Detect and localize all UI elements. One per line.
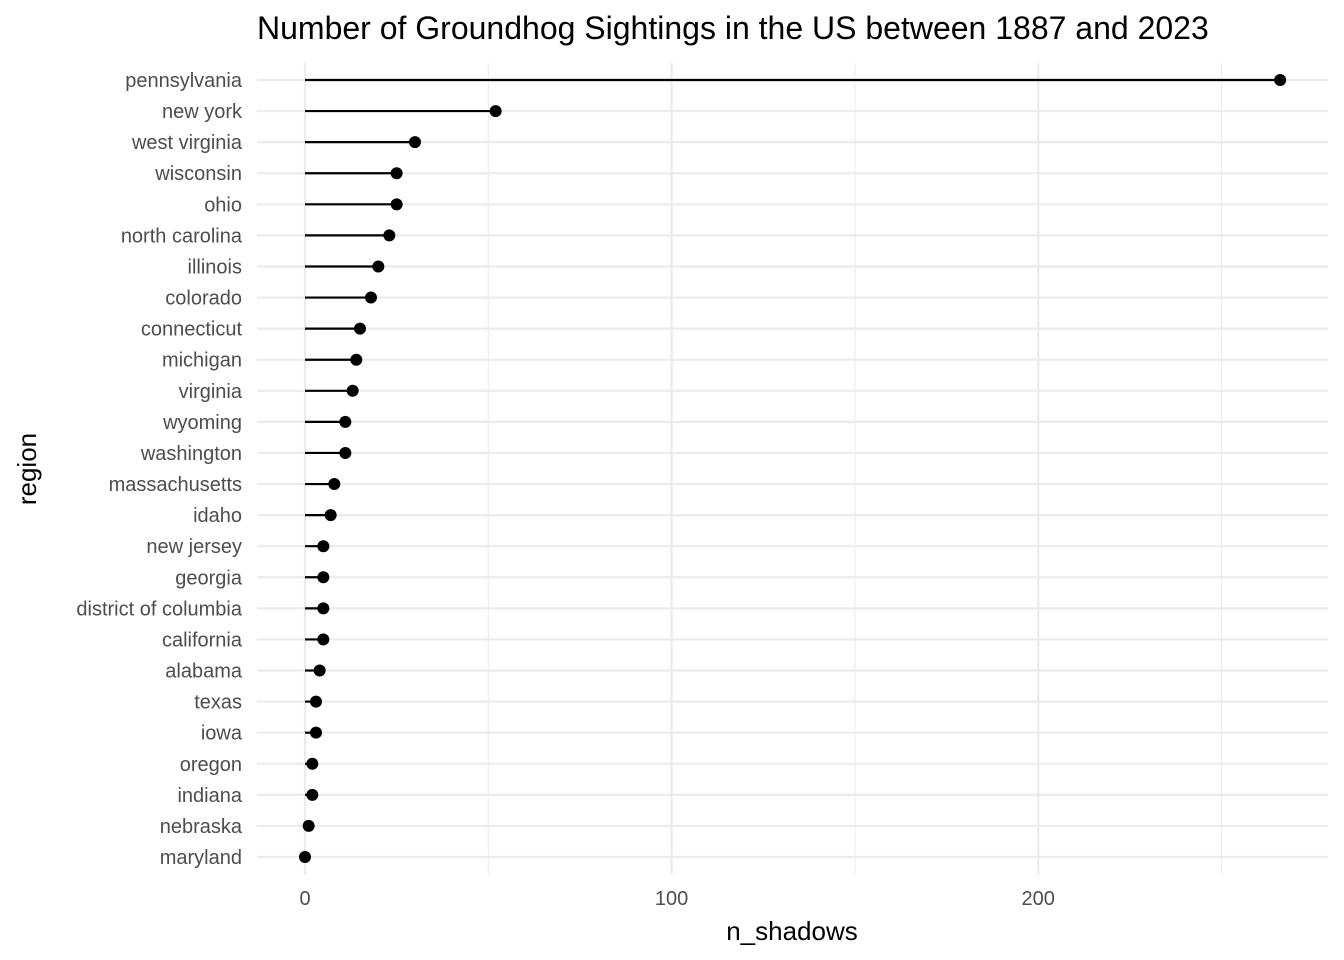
y-tick-label: pennsylvania — [125, 70, 243, 92]
lollipop-point — [317, 571, 330, 584]
lollipop-point — [306, 788, 319, 801]
y-tick-label: wyoming — [162, 412, 242, 434]
y-tick-label: colorado — [165, 288, 242, 310]
x-tick-label: 0 — [299, 888, 310, 910]
lollipop-point — [1274, 74, 1287, 86]
lollipop-point — [390, 198, 403, 211]
x-tick-label: 200 — [1022, 888, 1055, 910]
lollipop-point — [408, 136, 421, 149]
stem-layer — [305, 78, 1281, 828]
y-tick-label: georgia — [175, 567, 243, 589]
lollipop-point — [339, 415, 352, 428]
lollipop-point — [317, 602, 330, 615]
lollipop-point — [324, 509, 337, 522]
y-tick-label: oregon — [180, 754, 242, 776]
lollipop-point — [383, 229, 396, 242]
x-tick-labels: 0 100 200 — [299, 888, 1054, 910]
y-tick-label: california — [162, 629, 243, 651]
y-tick-label: maryland — [160, 847, 242, 869]
lollipop-point — [328, 478, 341, 491]
lollipop-point — [317, 633, 330, 646]
lollipop-point — [302, 819, 315, 832]
grid-layer — [257, 63, 1328, 875]
y-tick-label: alabama — [165, 661, 243, 683]
lollipop-point — [489, 105, 502, 118]
y-tick-label: new jersey — [146, 536, 242, 558]
lollipop-point — [306, 757, 319, 770]
lollipop-point — [350, 353, 363, 366]
y-axis-title: region — [12, 433, 42, 505]
y-tick-label: ohio — [204, 194, 242, 216]
y-tick-label: idaho — [193, 505, 242, 527]
y-tick-label: texas — [194, 692, 242, 714]
y-tick-label: district of columbia — [76, 598, 242, 620]
y-tick-label: west virginia — [131, 132, 243, 154]
y-tick-label: indiana — [177, 785, 242, 807]
dot-layer — [299, 74, 1287, 863]
lollipop-point — [299, 851, 311, 863]
y-tick-label: north carolina — [121, 225, 243, 247]
lollipop-point — [372, 260, 385, 273]
lollipop-point — [309, 695, 322, 708]
y-tick-label: virginia — [179, 381, 243, 403]
y-tick-labels: pennsylvania new york west virginia wiscons… — [76, 70, 243, 869]
y-tick-label: connecticut — [141, 319, 243, 341]
y-tick-label: michigan — [162, 350, 242, 372]
x-axis-title: n_shadows — [726, 916, 858, 946]
y-tick-label: illinois — [188, 256, 242, 278]
y-tick-label: wisconsin — [154, 163, 242, 185]
lollipop-point — [346, 384, 359, 397]
y-tick-label: new york — [162, 101, 243, 123]
y-tick-label: washington — [140, 443, 242, 465]
lollipop-point — [353, 322, 366, 335]
lollipop-point — [317, 540, 330, 553]
lollipop-point — [309, 726, 322, 739]
chart-title: Number of Groundhog Sightings in the US … — [257, 10, 1209, 46]
lollipop-point — [364, 291, 377, 304]
y-tick-label: massachusetts — [109, 474, 242, 496]
y-tick-label: nebraska — [160, 816, 243, 838]
lollipop-point — [313, 664, 326, 677]
y-tick-label: iowa — [201, 723, 243, 745]
lollipop-point — [339, 446, 352, 459]
x-tick-label: 100 — [655, 888, 688, 910]
lollipop-point — [390, 167, 403, 180]
